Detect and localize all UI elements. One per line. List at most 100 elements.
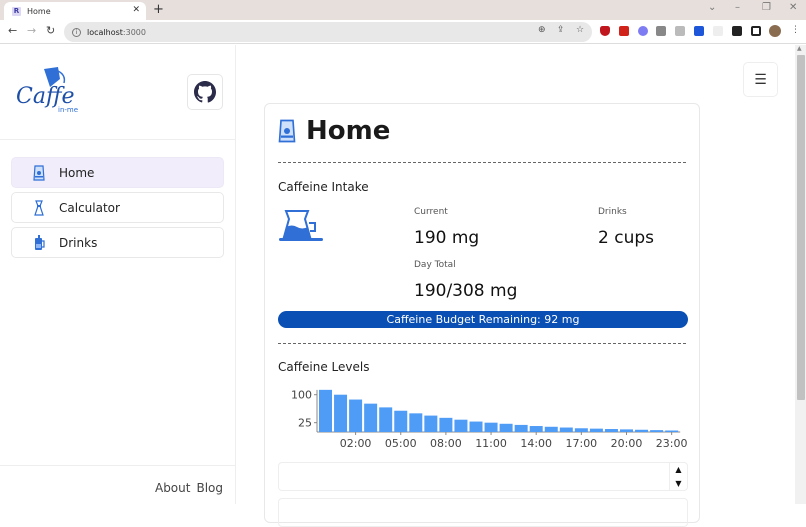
chart-bar (424, 415, 438, 432)
url-host: localhost (87, 27, 123, 37)
favicon-icon: R (12, 6, 21, 16)
side-panel-icon[interactable] (751, 26, 761, 36)
svg-text:25: 25 (298, 417, 312, 430)
svg-text:05:00: 05:00 (385, 437, 417, 450)
coffee-pot-icon (278, 209, 324, 249)
pdf-extension-icon[interactable] (619, 26, 629, 36)
chart-bar (620, 429, 633, 432)
browser-tab-strip: R Home ✕ + ⌄ – ❐ ✕ (0, 0, 806, 20)
new-tab-button[interactable]: + (153, 2, 164, 17)
caffeine-levels-chart: 100 25 02:00 05:00 08:00 11:00 14:00 17:00 20:00… (278, 384, 698, 454)
scroll-up-icon[interactable]: ▲ (797, 45, 802, 52)
caffeine-levels-heading: Caffeine Levels (278, 360, 370, 374)
home-bag-icon (278, 119, 296, 143)
zoom-icon[interactable]: ⊕ (538, 25, 546, 35)
extension-icon[interactable] (713, 26, 723, 36)
chart-bar (454, 419, 468, 432)
github-button[interactable] (187, 74, 223, 110)
chart-bar (334, 394, 348, 432)
chart-bar (349, 399, 363, 432)
chart-bar (544, 426, 558, 432)
current-label: Current (414, 207, 448, 217)
menu-kebab-icon[interactable]: ⋮ (791, 25, 800, 35)
puzzle-extensions-icon[interactable] (732, 26, 742, 36)
day-total-label: Day Total (414, 260, 456, 270)
stepper-arrows[interactable]: ▲ ▼ (669, 463, 687, 490)
forward-icon[interactable]: → (27, 24, 37, 37)
svg-text:in-me: in-me (58, 106, 78, 114)
chart-bar (409, 413, 423, 432)
ublock-extension-icon[interactable] (600, 26, 610, 36)
about-link[interactable]: About (154, 481, 191, 495)
drinks-value: 2 cups (598, 228, 654, 248)
decrement-icon[interactable]: ▼ (675, 478, 682, 488)
page-title-text: Home (306, 116, 391, 146)
home-bag-icon (32, 164, 46, 181)
current-value: 190 mg (414, 228, 480, 248)
chart-bar (484, 422, 498, 432)
notes-extension-icon[interactable] (656, 26, 666, 36)
caffeine-intake-heading: Caffeine Intake (278, 180, 369, 194)
bookmark-star-icon[interactable]: ☆ (576, 25, 585, 35)
increment-icon[interactable]: ▲ (675, 465, 682, 475)
svg-text:23:00: 23:00 (656, 437, 688, 450)
sidebar-divider (0, 139, 236, 140)
svg-text:14:00: 14:00 (520, 437, 552, 450)
sidebar-item-label: Drinks (59, 235, 98, 250)
chart-bar (589, 428, 603, 432)
camera-extension-icon[interactable] (675, 26, 685, 36)
french-press-icon (32, 234, 46, 251)
number-stepper-input[interactable] (278, 498, 688, 527)
svg-text:20:00: 20:00 (611, 437, 643, 450)
footer-divider (0, 465, 236, 466)
sidebar-item-home[interactable]: Home (11, 157, 224, 188)
chart-bar (665, 430, 679, 432)
svg-text:17:00: 17:00 (565, 437, 597, 450)
close-window-button[interactable]: ✕ (789, 2, 798, 13)
chart-bar (394, 410, 408, 432)
gear-extension-icon[interactable] (638, 26, 648, 36)
minimize-button[interactable]: – (735, 2, 740, 13)
sidebar-item-drinks[interactable]: Drinks (11, 227, 224, 258)
chart-bar (514, 424, 528, 432)
chart-bar (499, 423, 513, 432)
share-icon[interactable]: ⇪ (557, 25, 565, 35)
svg-text:100: 100 (291, 389, 312, 402)
svg-text:02:00: 02:00 (340, 437, 372, 450)
chemex-icon (32, 199, 46, 216)
reload-icon[interactable]: ↻ (46, 24, 56, 37)
github-icon (194, 81, 216, 103)
home-card: Home Caffeine Intake Current 190 mg Drin… (264, 103, 700, 527)
number-stepper-input[interactable]: ▲ ▼ (278, 462, 688, 491)
day-total-value: 190/308 mg (414, 281, 518, 301)
hamburger-menu-button[interactable]: ☰ (743, 62, 778, 97)
site-info-icon[interactable]: i (72, 27, 81, 37)
sidebar-item-calculator[interactable]: Calculator (11, 192, 224, 223)
chart-bar (364, 403, 378, 432)
tab-close-icon[interactable]: ✕ (132, 5, 140, 15)
page-title: Home (278, 116, 390, 146)
sidebar: Caffe in-me Home Calculator Drinks About… (0, 45, 236, 504)
chart-bar (559, 427, 573, 432)
url-port: :3000 (122, 27, 146, 37)
sidebar-item-label: Home (59, 165, 95, 180)
caffe-in-me-logo[interactable]: Caffe in-me (14, 65, 84, 115)
tab-search-icon[interactable]: ⌄ (708, 2, 717, 13)
restore-button[interactable]: ❐ (762, 2, 771, 13)
page-scrollbar[interactable]: ▲ (795, 45, 806, 504)
browser-tab[interactable]: R Home ✕ (4, 2, 146, 20)
blog-link[interactable]: Blog (196, 481, 223, 495)
profile-avatar[interactable] (769, 25, 781, 37)
main-content: ☰ Home Caffeine Intake Current 190 mg Dr… (236, 45, 795, 527)
chart-bar (469, 421, 483, 432)
caffeine-budget-bar: Caffeine Budget Remaining: 92 mg (278, 311, 688, 328)
back-icon[interactable]: ← (8, 24, 18, 37)
address-bar[interactable]: i localhost:3000 (64, 22, 592, 42)
sidebar-item-label: Calculator (59, 200, 120, 215)
section-divider (278, 162, 686, 163)
tab-title: Home (27, 6, 51, 16)
drinks-label: Drinks (598, 207, 627, 217)
scrollbar-thumb[interactable] (797, 55, 805, 400)
malwarebytes-extension-icon[interactable] (694, 26, 704, 36)
chart-bar (529, 426, 543, 432)
